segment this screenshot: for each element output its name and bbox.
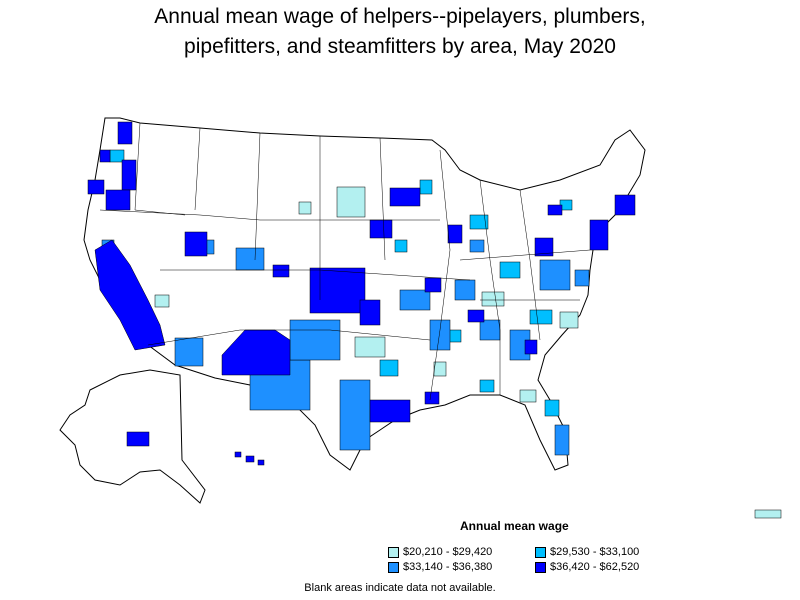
footnote: Blank areas indicate data not available. [304,582,496,594]
map-title: Annual mean wage of helpers--pipelayers,… [0,2,800,62]
title-line-1: Annual mean wage of helpers--pipelayers,… [154,5,646,28]
legend-item-tier-4: $36,420 - $62,520 [535,561,639,573]
legend-swatch-tier-1 [388,546,399,558]
legend-label-tier-3: $33,140 - $36,380 [403,561,493,573]
tier-1-areas [154,186,579,403]
title-line-2: pipefitters, and steamfitters by area, M… [184,35,616,58]
legend-swatch-tier-4 [535,561,546,573]
puerto-rico [754,509,782,519]
legend-label-tier-2: $29,530 - $33,100 [550,546,640,558]
hawaii [234,451,265,466]
legend-swatch-tier-2 [535,546,546,558]
legend-label-tier-4: $36,420 - $62,520 [550,561,640,573]
state-borders [99,122,591,401]
alaska [59,369,206,504]
legend-title: Annual mean wage [460,519,569,533]
legend-swatch-tier-3 [388,561,399,573]
legend-item-tier-2: $29,530 - $33,100 [535,546,639,558]
legend-item-tier-3: $33,140 - $36,380 [388,561,492,573]
legend-label-tier-1: $20,210 - $29,420 [403,546,493,558]
legend-item-tier-1: $20,210 - $29,420 [388,546,492,558]
tier-4-areas [87,121,636,423]
